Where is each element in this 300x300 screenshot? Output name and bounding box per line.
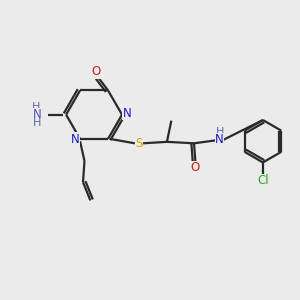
- Text: H: H: [215, 127, 224, 136]
- Text: O: O: [91, 65, 100, 78]
- Text: S: S: [135, 137, 142, 150]
- Text: H: H: [33, 118, 42, 128]
- Text: Cl: Cl: [257, 175, 269, 188]
- Text: N: N: [215, 133, 224, 146]
- Text: N: N: [123, 107, 132, 120]
- Text: H: H: [32, 102, 40, 112]
- Text: N: N: [70, 133, 79, 146]
- Text: N: N: [33, 108, 42, 121]
- Text: O: O: [191, 161, 200, 174]
